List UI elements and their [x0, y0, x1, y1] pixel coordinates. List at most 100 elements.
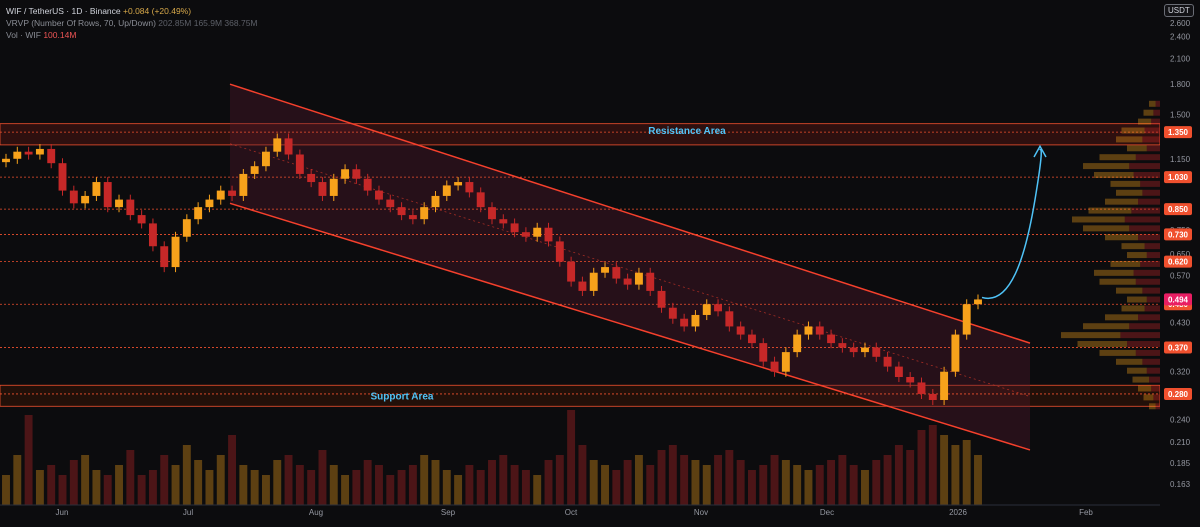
candle-body: [397, 207, 406, 216]
candle-body: [917, 382, 926, 394]
volume-bar: [815, 465, 824, 505]
candle-body: [160, 246, 169, 268]
volume-bar: [951, 445, 960, 505]
vrvp-bar-down: [1120, 332, 1160, 339]
candle-body: [793, 334, 802, 353]
candle-body: [69, 190, 78, 204]
volume-label[interactable]: Vol · WIF: [6, 30, 41, 40]
volume-bar: [883, 455, 892, 505]
symbol-label[interactable]: WIF / TetherUS · 1D · Binance: [6, 6, 121, 16]
candle-body: [194, 207, 203, 220]
vrvp-bar-up: [1138, 385, 1152, 392]
vrvp-bar-up: [1116, 358, 1143, 365]
volume-bar: [295, 465, 304, 505]
vrvp-label[interactable]: VRVP (Number Of Rows, 70, Up/Down): [6, 18, 156, 28]
vrvp-bar-down: [1146, 296, 1160, 303]
currency-badge[interactable]: USDT: [1164, 4, 1194, 17]
volume-bar: [759, 465, 768, 505]
volume-bar: [261, 475, 270, 505]
candle-body: [974, 299, 982, 305]
volume-bar: [928, 425, 937, 505]
candle-body: [804, 326, 813, 335]
candle-body: [815, 326, 824, 335]
volume-value: 100.14M: [43, 30, 77, 40]
vrvp-bar-up: [1105, 234, 1138, 241]
chart-legend: WIF / TetherUS · 1D · Binance +0.084 (+2…: [6, 5, 258, 41]
volume-bar: [488, 460, 496, 505]
candle-body: [578, 281, 587, 291]
candle-body: [261, 151, 270, 167]
volume-bar: [103, 475, 112, 505]
symbol-row[interactable]: WIF / TetherUS · 1D · Binance +0.084 (+2…: [6, 5, 258, 17]
current-price-label: 0.494: [1168, 295, 1189, 304]
volume-bar: [307, 470, 316, 505]
candle-body: [883, 356, 892, 367]
volume-row[interactable]: Vol · WIF 100.14M: [6, 29, 258, 41]
volume-bar: [182, 445, 191, 505]
candle-body: [702, 304, 711, 315]
vrvp-bar-up: [1110, 180, 1141, 187]
volume-bar: [216, 455, 225, 505]
vrvp-row[interactable]: VRVP (Number Of Rows, 70, Up/Down) 202.8…: [6, 17, 258, 29]
candle-body: [962, 304, 971, 335]
level-badge-label: 1.350: [1168, 128, 1189, 137]
volume-bar: [476, 470, 485, 505]
candle-body: [35, 148, 44, 155]
vrvp-bar-down: [1138, 314, 1160, 321]
level-badge-label: 0.730: [1168, 230, 1189, 239]
volume-bar: [363, 460, 372, 505]
vrvp-bar-down: [1149, 376, 1160, 383]
vrvp-bar-down: [1135, 278, 1160, 285]
projection-curve: [981, 148, 1042, 300]
candle-body: [657, 290, 666, 308]
level-badge: [1164, 203, 1192, 216]
candle-body: [894, 366, 903, 377]
vrvp-bar-up: [1083, 323, 1130, 330]
candle-body: [691, 314, 700, 327]
candle-body: [115, 199, 123, 208]
level-badge: [1164, 126, 1192, 139]
volume-bar: [589, 460, 598, 505]
vrvp-bar-down: [1133, 171, 1160, 178]
candle-body: [228, 190, 237, 196]
volume-bar: [420, 455, 429, 505]
vrvp-bar-down: [1124, 216, 1160, 223]
vrvp-bar-up: [1088, 207, 1132, 214]
vrvp-bar-up: [1127, 252, 1147, 259]
candle-body: [589, 272, 598, 291]
volume-bar: [747, 470, 756, 505]
volume-bar: [126, 450, 135, 505]
volume-bar: [646, 465, 655, 505]
volume-bar: [35, 470, 44, 505]
candle-body: [465, 182, 474, 193]
candle-body: [216, 190, 225, 200]
candle-body: [148, 223, 157, 247]
candle-body: [680, 318, 689, 327]
volume-bar: [58, 475, 67, 505]
vrvp-bar-up: [1077, 341, 1127, 348]
vrvp-bar-up: [1083, 163, 1130, 170]
channel-lower-line: [229, 202, 1031, 451]
vrvp-bar-up: [1083, 225, 1130, 232]
price-tick-label: 2.100: [1170, 55, 1191, 64]
vrvp-bar-up: [1149, 403, 1156, 410]
candle-body: [250, 166, 259, 174]
candle-body: [307, 173, 316, 183]
volume-bar: [555, 455, 564, 505]
volume-bar: [465, 465, 474, 505]
vrvp-bar-down: [1131, 207, 1160, 214]
vrvp-bar-down: [1135, 154, 1160, 161]
volume-bar: [137, 475, 146, 505]
candle-body: [668, 307, 677, 319]
time-tick-label: Aug: [309, 508, 323, 517]
candle-body: [295, 154, 304, 174]
level-badge-label: 0.850: [1168, 205, 1189, 214]
candle-body: [92, 182, 101, 196]
volume-bar: [770, 455, 779, 505]
candle-body: [521, 232, 530, 237]
volume-bar: [352, 470, 361, 505]
candle-body: [431, 195, 440, 208]
price-tick-label: 0.185: [1170, 459, 1191, 468]
